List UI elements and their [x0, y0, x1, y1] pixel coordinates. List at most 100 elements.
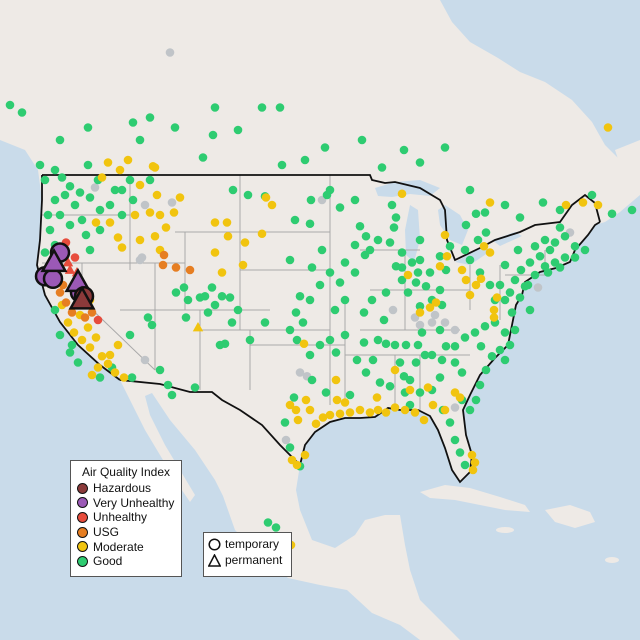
site-good-temporary[interactable]	[317, 245, 327, 255]
site-good-temporary[interactable]	[210, 103, 220, 112]
site-moderate-temporary[interactable]	[305, 405, 315, 415]
site-moderate-temporary[interactable]	[381, 408, 391, 417]
site-moderate-temporary[interactable]	[292, 460, 302, 470]
site-good-temporary[interactable]	[513, 245, 523, 255]
site-good-temporary[interactable]	[538, 198, 548, 207]
site-moderate-temporary[interactable]	[175, 193, 185, 202]
site-very-unhealthy-permanent[interactable]	[40, 247, 68, 273]
site-moderate-temporary[interactable]	[372, 393, 382, 402]
site-good-temporary[interactable]	[360, 250, 370, 260]
site-good-temporary[interactable]	[277, 160, 287, 170]
site-hazardous-permanent[interactable]	[68, 285, 96, 310]
site-good-temporary[interactable]	[395, 358, 405, 367]
site-good-temporary[interactable]	[228, 185, 238, 195]
site-good-temporary[interactable]	[570, 241, 580, 251]
site-moderate-temporary[interactable]	[492, 293, 502, 302]
site-good-temporary[interactable]	[399, 371, 409, 381]
site-moderate-temporary[interactable]	[455, 393, 465, 402]
site-good-temporary[interactable]	[183, 295, 193, 305]
site-good-temporary[interactable]	[399, 145, 409, 155]
site-good-temporary[interactable]	[415, 158, 425, 167]
site-good-temporary[interactable]	[45, 225, 55, 235]
site-good-temporary[interactable]	[507, 308, 517, 317]
site-moderate-temporary[interactable]	[603, 123, 613, 132]
site-good-temporary[interactable]	[320, 143, 330, 152]
site-good-temporary[interactable]	[515, 213, 525, 222]
site-moderate-temporary[interactable]	[148, 161, 158, 171]
site-good-temporary[interactable]	[145, 175, 155, 185]
site-good-temporary[interactable]	[340, 295, 350, 305]
site-good-temporary[interactable]	[83, 123, 93, 132]
site-moderate-temporary[interactable]	[415, 308, 425, 317]
site-moderate-temporary[interactable]	[345, 408, 355, 417]
site-good-temporary[interactable]	[340, 258, 350, 267]
site-good-temporary[interactable]	[505, 340, 515, 350]
site-good-temporary[interactable]	[500, 260, 510, 270]
site-moderate-temporary[interactable]	[69, 328, 79, 337]
site-good-temporary[interactable]	[75, 188, 85, 197]
site-good-temporary[interactable]	[125, 330, 135, 340]
site-no-data-temporary[interactable]	[165, 48, 175, 57]
site-good-temporary[interactable]	[387, 200, 397, 210]
site-moderate-temporary[interactable]	[593, 200, 603, 210]
site-good-temporary[interactable]	[481, 365, 491, 375]
site-moderate-temporary[interactable]	[240, 238, 250, 247]
site-good-temporary[interactable]	[455, 448, 465, 457]
site-good-temporary[interactable]	[440, 143, 450, 152]
site-moderate-temporary[interactable]	[489, 305, 499, 315]
site-good-temporary[interactable]	[70, 200, 80, 210]
site-good-temporary[interactable]	[475, 380, 485, 390]
site-moderate-temporary[interactable]	[210, 218, 220, 227]
site-good-temporary[interactable]	[125, 175, 135, 185]
site-moderate-temporary[interactable]	[103, 158, 113, 167]
site-moderate-temporary[interactable]	[578, 198, 588, 207]
site-good-temporary[interactable]	[350, 240, 360, 250]
site-good-temporary[interactable]	[435, 251, 445, 261]
site-good-temporary[interactable]	[385, 238, 395, 247]
site-moderate-temporary[interactable]	[97, 173, 107, 182]
site-moderate-temporary[interactable]	[130, 210, 140, 220]
site-good-temporary[interactable]	[445, 241, 455, 251]
site-good-temporary[interactable]	[40, 175, 50, 185]
site-moderate-temporary[interactable]	[471, 280, 481, 290]
site-moderate-temporary[interactable]	[285, 400, 295, 410]
site-good-temporary[interactable]	[81, 230, 91, 240]
site-moderate-temporary[interactable]	[311, 419, 321, 429]
site-moderate-temporary[interactable]	[85, 343, 95, 352]
site-moderate-temporary[interactable]	[152, 190, 162, 200]
site-good-temporary[interactable]	[505, 288, 515, 297]
site-moderate-temporary[interactable]	[267, 200, 277, 210]
site-moderate-temporary[interactable]	[110, 368, 120, 377]
site-good-temporary[interactable]	[385, 381, 395, 391]
site-good-temporary[interactable]	[117, 185, 127, 195]
site-good-temporary[interactable]	[481, 228, 491, 237]
site-good-temporary[interactable]	[198, 153, 208, 162]
site-good-temporary[interactable]	[280, 418, 290, 427]
site-good-temporary[interactable]	[290, 215, 300, 225]
site-good-temporary[interactable]	[233, 305, 243, 315]
site-good-temporary[interactable]	[417, 328, 427, 337]
site-good-temporary[interactable]	[389, 223, 399, 232]
site-good-temporary[interactable]	[217, 291, 227, 301]
site-good-temporary[interactable]	[300, 155, 310, 165]
site-good-temporary[interactable]	[285, 325, 295, 335]
site-good-temporary[interactable]	[95, 225, 105, 235]
site-good-temporary[interactable]	[445, 418, 455, 427]
site-good-temporary[interactable]	[500, 295, 510, 305]
site-good-temporary[interactable]	[473, 235, 483, 245]
site-moderate-temporary[interactable]	[261, 193, 271, 202]
site-no-data-temporary[interactable]	[440, 318, 450, 327]
site-good-temporary[interactable]	[373, 335, 383, 345]
site-moderate-temporary[interactable]	[373, 405, 383, 415]
site-moderate-temporary[interactable]	[169, 208, 179, 217]
site-good-temporary[interactable]	[55, 330, 65, 340]
site-good-temporary[interactable]	[413, 268, 423, 277]
site-moderate-temporary[interactable]	[390, 403, 400, 412]
site-good-temporary[interactable]	[465, 185, 475, 195]
site-good-temporary[interactable]	[530, 270, 540, 280]
site-good-temporary[interactable]	[291, 308, 301, 317]
site-good-temporary[interactable]	[305, 295, 315, 305]
site-moderate-temporary[interactable]	[468, 465, 478, 475]
site-good-temporary[interactable]	[471, 395, 481, 405]
site-good-temporary[interactable]	[470, 328, 480, 337]
